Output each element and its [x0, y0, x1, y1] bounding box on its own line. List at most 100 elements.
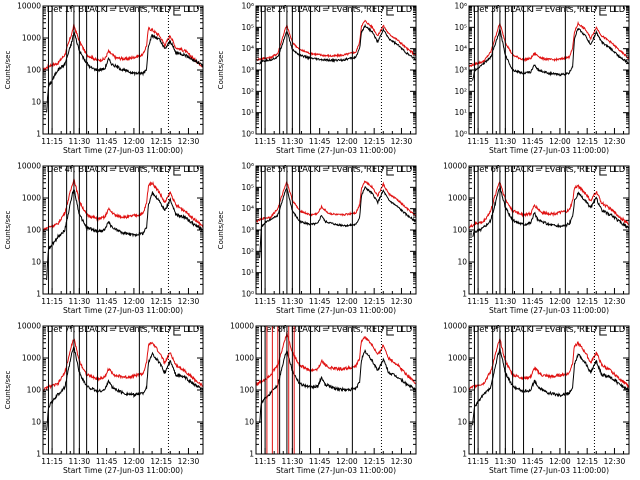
x-tick-label: 12:30: [178, 137, 200, 146]
y-tick-label: 1: [462, 290, 467, 299]
x-tick-label: 12:30: [604, 137, 626, 146]
events-trace: [46, 344, 204, 431]
x-tick-label: 12:15: [576, 137, 598, 146]
x-tick-label: 12:30: [391, 457, 413, 466]
lld-trace: [42, 338, 204, 393]
y-tick-label: 1: [36, 290, 41, 299]
y-axis-label: Counts/sec: [217, 51, 225, 90]
y-tick-label: 100: [453, 226, 468, 235]
x-tick-label: 11:45: [96, 137, 118, 146]
x-tick-label: 11:30: [282, 297, 304, 306]
y-axis-label: Counts/sec: [217, 211, 225, 250]
lld-trace: [255, 331, 417, 387]
panel-9: Det 9f, BLACK = Events, RED = LLD 1 10 100 1…: [443, 322, 630, 475]
y-tick-label: 1000: [22, 194, 41, 203]
events-trace: [472, 347, 630, 426]
x-tick-label: 11:15: [254, 457, 276, 466]
y-tick-label: 10000: [443, 322, 467, 331]
x-tick-label: 12:30: [604, 457, 626, 466]
x-tick-label: 11:30: [282, 137, 304, 146]
x-axis-label: Start Time (27-Jun-03 11:00:00): [489, 146, 609, 155]
y-tick-label: 10³: [241, 226, 254, 235]
panel-title: Det 6f, BLACK = Events, RED = LLD: [473, 165, 626, 175]
x-tick-label: 12:00: [549, 297, 571, 306]
y-tick-label: 10000: [17, 322, 41, 331]
y-tick-label: 10⁴: [241, 204, 254, 213]
y-tick-label: 10000: [443, 162, 467, 171]
x-tick-label: 12:00: [336, 457, 358, 466]
panel-title: Det 5f, BLACK = Events, RED = LLD: [260, 165, 413, 175]
x-tick-label: 11:30: [69, 297, 91, 306]
y-tick-label: 10000: [17, 2, 41, 11]
y-tick-label: 1000: [448, 194, 467, 203]
y-tick-label: 1000: [448, 354, 467, 363]
panel-2: Det 2f, BLACK = Events, RED = LLD 10⁰ 10¹ 1…: [217, 2, 417, 155]
x-tick-label: 12:15: [363, 457, 385, 466]
y-tick-label: 10¹: [241, 268, 254, 277]
lld-trace: [468, 181, 630, 229]
bracket-marker: [173, 166, 181, 176]
panel-title: Det 2f, BLACK = Events, RED = LLD: [260, 5, 413, 15]
y-tick-label: 10⁶: [241, 162, 254, 171]
x-axis-label: Start Time (27-Jun-03 11:00:00): [276, 146, 396, 155]
panel-7: Det 7f, BLACK = Events, RED = LLD 1 10 100 1…: [4, 322, 204, 475]
x-tick-label: 11:15: [41, 457, 63, 466]
y-tick-label: 1000: [22, 354, 41, 363]
x-axis-label: Start Time (27-Jun-03 11:00:00): [63, 306, 183, 315]
events-trace: [259, 186, 417, 259]
lld-trace: [468, 337, 630, 391]
bracket-marker: [599, 326, 607, 336]
x-tick-label: 12:15: [576, 297, 598, 306]
y-tick-label: 1: [462, 450, 467, 459]
y-tick-label: 10³: [241, 66, 254, 75]
x-tick-label: 11:45: [309, 457, 331, 466]
panel-title: Det 9f, BLACK = Events, RED = LLD: [473, 325, 626, 335]
x-tick-label: 12:30: [391, 137, 413, 146]
y-tick-label: 10000: [17, 162, 41, 171]
y-axis-label: Counts/sec: [4, 211, 12, 250]
y-tick-label: 10: [31, 418, 41, 427]
x-tick-label: 11:15: [467, 297, 489, 306]
y-tick-label: 1: [249, 450, 254, 459]
panel-title: Det 4f, BLACK = Events, RED = LLD: [47, 165, 200, 175]
bracket-marker: [386, 6, 394, 16]
x-tick-label: 12:00: [336, 137, 358, 146]
x-tick-label: 12:15: [576, 457, 598, 466]
x-tick-label: 12:00: [123, 297, 145, 306]
y-tick-label: 10²: [241, 87, 254, 96]
y-tick-label: 10: [457, 258, 467, 267]
x-tick-label: 12:15: [363, 137, 385, 146]
x-axis-label: Start Time (27-Jun-03 11:00:00): [489, 306, 609, 315]
x-tick-label: 11:45: [96, 457, 118, 466]
x-tick-label: 11:30: [495, 137, 517, 146]
lld-trace: [255, 19, 417, 62]
events-trace: [46, 188, 204, 281]
panel-6: Det 6f, BLACK = Events, RED = LLD 1 10 100 1…: [443, 162, 630, 315]
x-tick-label: 11:45: [522, 297, 544, 306]
y-tick-label: 10: [457, 418, 467, 427]
y-tick-label: 10⁰: [241, 290, 254, 299]
x-tick-label: 11:15: [254, 137, 276, 146]
bracket-marker: [173, 6, 181, 16]
y-axis-label: Counts/sec: [4, 371, 12, 410]
y-tick-label: 10⁴: [454, 44, 467, 53]
x-tick-label: 11:45: [522, 457, 544, 466]
bracket-marker: [173, 326, 181, 336]
events-trace: [46, 31, 203, 113]
x-tick-label: 11:45: [309, 137, 331, 146]
x-tick-label: 12:30: [178, 457, 200, 466]
y-tick-label: 100: [27, 226, 42, 235]
y-tick-label: 100: [240, 386, 255, 395]
x-tick-label: 12:00: [123, 137, 145, 146]
y-tick-label: 10¹: [241, 108, 254, 117]
lld-trace: [468, 20, 630, 68]
panel-3: Det 3f, BLACK = Events, RED = LLD 10⁰ 10¹ 1…: [454, 2, 630, 155]
y-tick-label: 1000: [22, 34, 41, 43]
y-tick-label: 10²: [241, 247, 254, 256]
y-tick-label: 10³: [454, 66, 467, 75]
y-tick-label: 10⁵: [241, 183, 254, 192]
panel-8: Det 8f, BLACK = Events, RED = LLD 1 10 100 1…: [230, 322, 417, 475]
x-tick-label: 11:15: [41, 297, 63, 306]
x-tick-label: 11:15: [467, 457, 489, 466]
x-tick-label: 11:30: [69, 457, 91, 466]
